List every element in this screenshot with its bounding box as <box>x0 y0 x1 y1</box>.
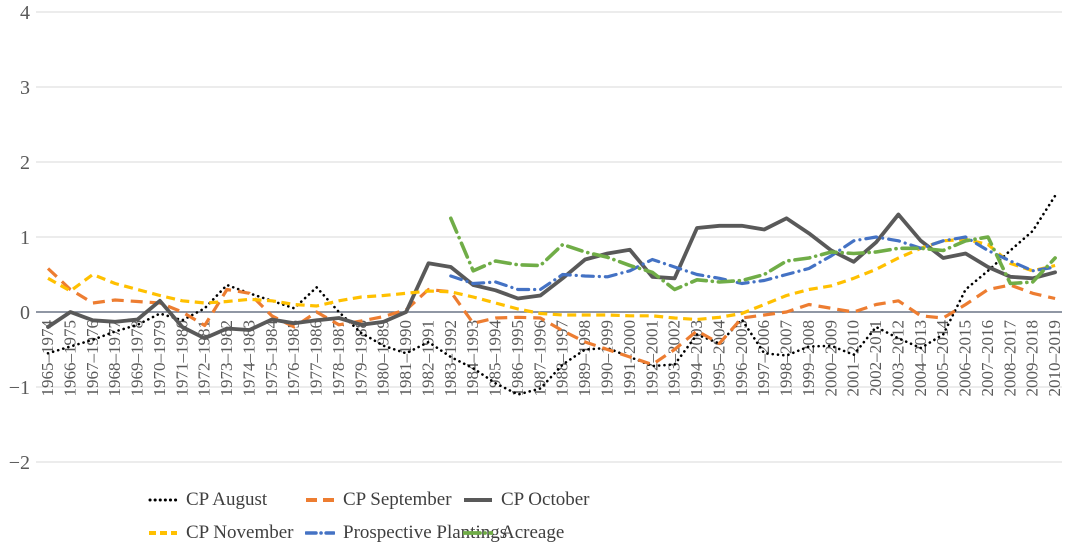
x-tick-label: 1994–2003 <box>687 320 706 397</box>
x-tick-label: 1999–2008 <box>799 320 818 397</box>
x-tick-label: 1989–1998 <box>575 320 594 397</box>
x-tick-label: 1970–1979 <box>150 320 169 397</box>
series-line-cp-november <box>47 237 1056 322</box>
x-tick-label: 2006–2015 <box>956 320 975 397</box>
x-tick-label: 2002–2011 <box>866 320 885 396</box>
x-tick-label: 2003–2012 <box>888 320 907 397</box>
x-tick-label: 1985–1994 <box>486 319 505 396</box>
x-tick-label: 1997–2006 <box>754 320 773 397</box>
x-tick-label: 2004–2013 <box>911 320 930 397</box>
x-tick-label: 1974–1983 <box>239 320 258 397</box>
x-tick-label: 1977–1986 <box>307 320 326 397</box>
x-tick-label: 2010–2019 <box>1045 320 1064 397</box>
x-tick-label: 2008–2017 <box>1000 320 1019 397</box>
x-tick-label: 1987–1996 <box>530 320 549 397</box>
x-tick-label: 2005–2014 <box>933 319 952 396</box>
x-tick-label: 1984–1993 <box>463 320 482 397</box>
x-tick-label: 1969–1978 <box>128 320 147 397</box>
series-lines <box>46 194 1057 396</box>
x-tick-label: 1978–1987 <box>329 320 348 397</box>
x-tick-label: 2001–2010 <box>844 320 863 397</box>
x-tick-label: 1992–2001 <box>642 320 661 397</box>
y-tick-label: −2 <box>9 452 30 474</box>
x-tick-label: 1995–2004 <box>709 320 728 397</box>
x-tick-label: 1975–1984 <box>262 320 281 397</box>
x-tick-label: 1979–1988 <box>351 320 370 397</box>
y-tick-label: 4 <box>20 2 30 24</box>
y-tick-label: 1 <box>20 227 30 249</box>
x-tick-label: 1988–1997 <box>553 320 572 397</box>
x-tick-label: 1982–1991 <box>418 320 437 397</box>
y-axis-labels: 4 3 2 1 0 −1 −2 <box>9 2 30 474</box>
x-tick-label: 1973–1982 <box>217 320 236 397</box>
series-line-prospective-plantings <box>449 235 1057 292</box>
x-axis-labels: 1965–1974 1966–1975 1967–1976 1968–1977 1969… <box>38 319 1064 396</box>
x-tick-label: 1993–2002 <box>665 320 684 397</box>
x-tick-label: 1971–1980 <box>172 320 191 397</box>
x-tick-label: 2007–2016 <box>978 320 997 397</box>
x-tick-label: 1986–1995 <box>508 320 527 397</box>
x-tick-label: 1983–1992 <box>441 320 460 397</box>
x-tick-label: 1967–1976 <box>83 320 102 397</box>
y-tick-label: 2 <box>20 152 30 174</box>
x-tick-label: 1980–1989 <box>374 320 393 397</box>
series-line-cp-october <box>46 212 1057 341</box>
x-tick-label: 1976–1985 <box>284 320 303 397</box>
series-line-acreage <box>449 216 1057 292</box>
x-tick-label: 1972–1981 <box>195 320 214 397</box>
x-tick-label: 1966–1975 <box>60 320 79 397</box>
x-tick-label: 1981–1990 <box>396 320 415 397</box>
series-line-cp-september <box>46 267 1056 367</box>
x-tick-label: 1998–2007 <box>777 320 796 397</box>
y-tick-label: 0 <box>20 302 30 324</box>
x-tick-label: 1965–1974 <box>38 320 57 397</box>
y-tick-label: 3 <box>20 77 30 99</box>
x-tick-label: 1996–2005 <box>732 320 751 397</box>
x-tick-label: 1968–1977 <box>105 320 124 397</box>
gridlines <box>36 11 1062 463</box>
x-tick-label: 1990–1999 <box>598 320 617 397</box>
x-tick-label: 2009–2018 <box>1023 320 1042 397</box>
series-line-cp-august <box>46 194 1057 396</box>
x-tick-label: 2000–2009 <box>821 320 840 397</box>
y-tick-label: −1 <box>9 377 30 399</box>
